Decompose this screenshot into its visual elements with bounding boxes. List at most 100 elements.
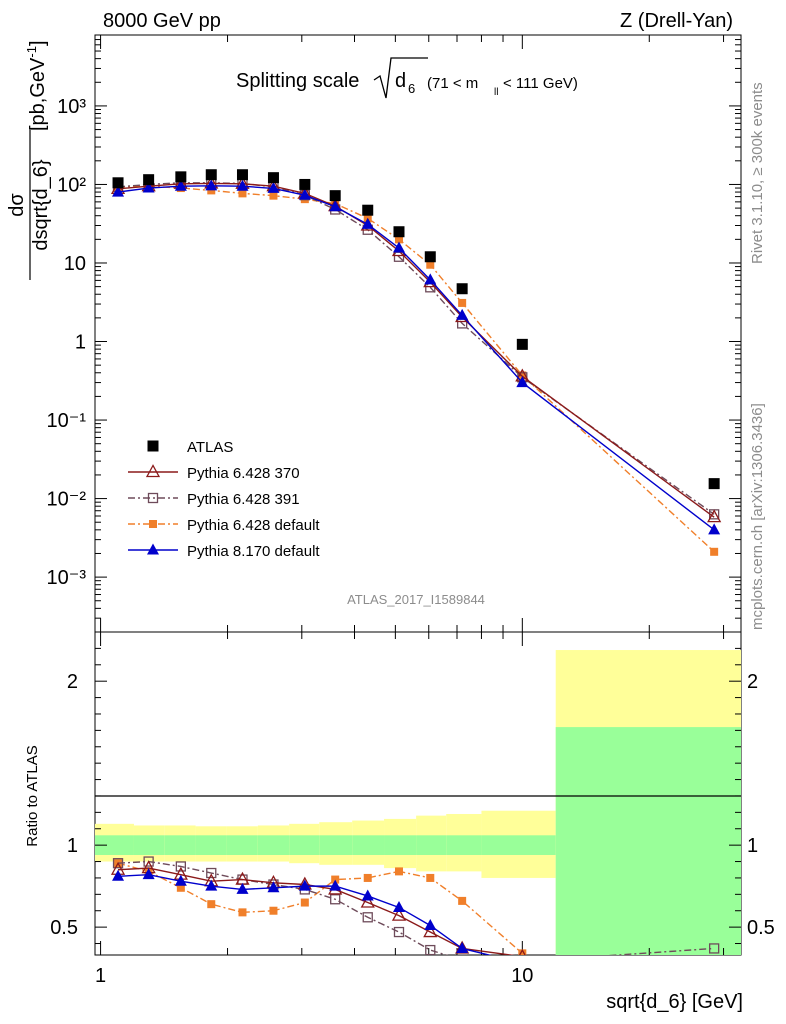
ratio-point-pythia-6-428-391: [362, 912, 373, 923]
ratio-point-pythia-8-170-default: [174, 874, 187, 886]
ratio-y-tick-label-right: 1: [747, 835, 758, 857]
main-point-pythia-8-170-default: [298, 188, 311, 200]
main-point-pythia-8-170-default: [424, 273, 437, 285]
band-inner-bin: [319, 835, 353, 855]
main-line-pythia-6-428-391: [117, 182, 715, 515]
main-point-atlas: [362, 204, 374, 216]
title-text: Splitting scale: [236, 70, 359, 92]
legend-label-pythia-6-428-370: Pythia 6.428 370: [187, 465, 300, 482]
main-point-pythia-8-170-default: [112, 185, 125, 197]
band-inner-bin: [164, 835, 196, 855]
mcplots-label: mcplots.cern.ch [arXiv:1306.3436]: [749, 403, 766, 630]
ratio-y-tick-label-left: 2: [67, 671, 78, 693]
band-inner-bin: [481, 835, 556, 855]
sqrt-sign-icon: [373, 57, 428, 99]
main-line-pythia-6-428-370: [117, 182, 715, 518]
ratio-point-pythia-6-428-391: [206, 867, 217, 879]
ratio-point-pythia-8-170-default: [298, 879, 311, 891]
ratio-uncertainty-bands: [95, 650, 741, 955]
x-tick-labels: 1 10: [95, 965, 533, 987]
legend-label-pythia-6-428-391: Pythia 6.428 391: [187, 491, 300, 508]
main-point-pythia-6-428-default: [426, 260, 435, 269]
main-point-atlas: [143, 174, 155, 186]
main-point-atlas: [424, 251, 436, 263]
ratio-point-pythia-8-170-default: [236, 882, 249, 894]
main-point-atlas: [708, 478, 720, 490]
ratio-point-pythia-6-428-default: [176, 883, 185, 892]
ratio-point-pythia-8-170-default: [361, 889, 374, 901]
main-point-atlas: [236, 169, 248, 181]
ratio-point-pythia-8-170-default: [205, 879, 218, 891]
main-point-pythia-8-170-default: [456, 308, 469, 320]
ratio-line-pythia-6-428-391: [117, 860, 715, 955]
main-point-pythia-8-170-default: [205, 179, 218, 191]
analysis-id: ATLAS_2017_I1589844: [347, 592, 485, 607]
main-point-atlas: [456, 283, 468, 295]
main-point-atlas: [205, 169, 217, 181]
main-point-atlas: [516, 338, 528, 350]
ratio-line-pythia-6-428-default: [117, 862, 523, 954]
y-label-denominator: dsqrt{d_6}: [30, 159, 52, 251]
ratio-point-pythia-6-428-default: [207, 900, 216, 909]
main-point-atlas: [267, 172, 279, 184]
rivet-version-label: Rivet 3.1.10, ≥ 300k events: [749, 82, 766, 264]
legend-marker-pythia-6-428-391: [147, 492, 159, 504]
main-y-tick-label: 1: [75, 332, 86, 354]
ratio-point-pythia-6-428-default: [300, 898, 309, 907]
band-inner-bin: [352, 835, 385, 855]
main-point-atlas: [329, 190, 341, 202]
ratio-point-pythia-6-428-391: [143, 856, 154, 867]
main-point-atlas: [393, 226, 405, 238]
main-point-pythia-6-428-default: [710, 547, 719, 556]
main-point-atlas: [299, 178, 311, 190]
main-point-pythia-6-428-370: [707, 509, 722, 523]
main-point-atlas: [175, 171, 187, 183]
title-cut-sub: ll: [494, 87, 498, 98]
band-inner-bin: [446, 835, 482, 855]
ratio-point-pythia-8-170-default: [424, 918, 437, 930]
ratio-point-pythia-6-428-391: [457, 954, 468, 955]
title-cut-pre: (71 < m: [427, 75, 478, 92]
ratio-y-tick-label-left: 1: [67, 835, 78, 857]
main-point-pythia-8-170-default: [267, 181, 280, 193]
ratio-point-pythia-6-428-default: [331, 875, 340, 884]
title-observable-sub: 6: [408, 81, 415, 96]
main-line-pythia-8-170-default: [117, 185, 715, 531]
x-tick-label: 1: [95, 965, 106, 987]
ratio-point-pythia-6-428-391: [708, 943, 720, 954]
main-point-pythia-6-428-default: [238, 189, 247, 198]
ratio-point-pythia-6-428-370: [391, 907, 407, 921]
ratio-point-pythia-6-428-391: [175, 861, 186, 872]
legend-label-atlas: ATLAS: [187, 439, 233, 456]
ratio-y-tick-label-right: 2: [747, 671, 758, 693]
axis-ticks: [95, 34, 741, 955]
ratio-point-pythia-6-428-391: [393, 926, 405, 938]
legend-marker-pythia-8-170-default: [147, 543, 159, 555]
ratio-point-pythia-6-428-default: [426, 873, 435, 882]
ratio-point-pythia-6-428-370: [360, 894, 375, 908]
main-point-pythia-6-428-default: [207, 186, 216, 195]
main-point-pythia-8-170-default: [392, 241, 405, 253]
main-point-pythia-8-170-default: [142, 181, 155, 193]
main-point-pythia-8-170-default: [174, 179, 187, 191]
x-tick-label: 10: [511, 965, 533, 987]
legend-marker-pythia-6-428-370: [145, 464, 161, 478]
main-y-tick-label: 10³: [57, 96, 86, 118]
band-inner-bin: [289, 835, 320, 855]
legend-marker-pythia-6-428-default: [149, 520, 157, 528]
title-cut-post: < 111 GeV): [503, 75, 578, 92]
main-point-pythia-8-170-default: [516, 376, 529, 388]
legend-label-pythia-8-170-default: Pythia 8.170 default: [187, 543, 320, 560]
band-inner-bin: [384, 835, 417, 855]
ratio-point-pythia-6-428-default: [458, 896, 467, 905]
ratio-point-pythia-6-428-391: [112, 858, 124, 869]
ratio-point-pythia-8-170-default: [392, 900, 405, 912]
main-series-group: [110, 169, 722, 556]
ratio-point-pythia-8-170-default: [329, 879, 342, 891]
main-y-tick-label: 10⁻¹: [47, 410, 87, 432]
header-collision: 8000 GeV pp: [103, 10, 221, 32]
ratio-point-pythia-6-428-370: [423, 924, 438, 938]
main-y-tick-labels: 10⁻³ 10⁻² 10⁻¹ 1 10 10² 10³: [47, 96, 87, 589]
ratio-y-tick-labels: 0.5 0.5 1 1 2 2: [50, 671, 775, 939]
